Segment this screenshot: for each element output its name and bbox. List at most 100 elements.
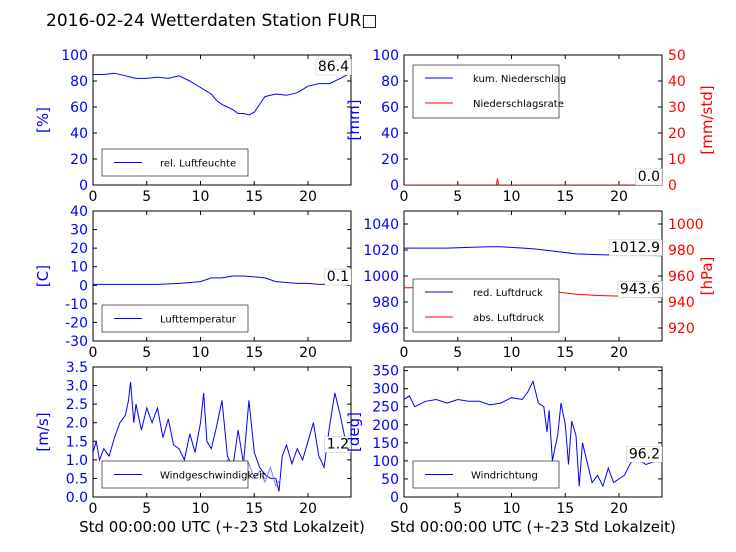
y-tick-label: 40	[70, 126, 88, 142]
y-tick-label: -20	[65, 315, 88, 331]
x-tick-label: 0	[400, 345, 409, 361]
y2-tick-label: 1000	[668, 217, 704, 233]
y2-tick-label: 920	[668, 321, 695, 337]
y-tick-label: 20	[70, 152, 88, 168]
x-tick-label: 5	[142, 189, 151, 205]
y-tick-label: 980	[372, 295, 399, 311]
last-value-box	[324, 436, 352, 453]
x-tick-label: 5	[453, 189, 462, 205]
x-tick-label: 0	[400, 189, 409, 205]
y-tick-label: 80	[70, 74, 88, 90]
series-line	[404, 178, 662, 185]
y-tick-label: 0	[390, 490, 399, 506]
x-tick-label: 10	[192, 345, 210, 361]
legend-label: Windrichtung	[471, 471, 538, 482]
y-tick-label: -10	[65, 297, 88, 313]
y-tick-label: 960	[372, 321, 399, 337]
y-tick-label: 30	[70, 223, 88, 239]
legend-label: Lufttemperatur	[160, 315, 237, 326]
x-tick-label: 0	[89, 189, 98, 205]
x-tick-label: 10	[503, 345, 521, 361]
y2-tick-label: 980	[668, 243, 695, 259]
x-tick-label: 0	[89, 345, 98, 361]
panel-temperature: 0 5 10 15 20 -30 -20 -10 0 10 20 30 40 [C] Lufttempera…	[34, 204, 352, 361]
x-tick-label: 5	[142, 501, 151, 517]
y2-tick-label: 10	[668, 152, 686, 168]
y-tick-label: 1.0	[66, 453, 88, 469]
legend-box	[101, 304, 249, 333]
panel-pressure: 0 5 10 15 20 960 980 1000 1020 1040 920 940 960 980 10…	[363, 210, 716, 361]
last-value-label: 1012.9	[611, 240, 660, 256]
y2-tick-label: 40	[668, 74, 686, 90]
y-tick-label: 1000	[363, 269, 399, 285]
y-tick-label: 350	[372, 364, 399, 380]
y2-tick-label: 50	[668, 48, 686, 64]
x-axis-label-right: Std 00:00:00 UTC (+-23 Std Lokalzeit)	[390, 518, 676, 536]
y-tick-label: 300	[372, 382, 399, 398]
y-tick-label: 250	[372, 400, 399, 416]
x-tick-label: 20	[610, 189, 628, 205]
x-tick-label: 15	[245, 345, 263, 361]
y-tick-label: 50	[381, 472, 399, 488]
legend-label: abs. Luftdruck	[473, 313, 544, 324]
legend-box	[101, 148, 249, 177]
x-tick-label: 10	[192, 501, 210, 517]
y-tick-label: 2.5	[66, 397, 88, 413]
y2-tick-label: 30	[668, 100, 686, 116]
x-tick-label: 5	[453, 501, 462, 517]
x-tick-label: 20	[299, 345, 317, 361]
last-value-box	[635, 168, 663, 186]
x-tick-label: 20	[299, 189, 317, 205]
x-tick-label: 15	[556, 189, 574, 205]
legend-label: rel. Luftfeuchte	[160, 159, 236, 170]
y-tick-label: 1020	[363, 243, 399, 259]
figure-title: 2016-02-24 Wetterdaten Station FUR□	[46, 11, 377, 31]
last-value-label: 96.2	[629, 446, 660, 462]
last-value-label: 0.0	[638, 169, 660, 185]
legend-box	[412, 64, 560, 119]
x-tick-label: 10	[192, 189, 210, 205]
y-tick-label: 100	[372, 454, 399, 470]
last-value-box	[608, 239, 663, 257]
y2-tick-label: 0	[668, 178, 677, 194]
panel-precip: 0 5 10 15 20 0 20 40 60 80 100 0 10 20 30 40 50 [mm] [mm/s…	[345, 48, 716, 205]
series-line	[93, 381, 351, 492]
y-axis-label: [%]	[34, 107, 52, 133]
last-value-label: 1.2	[327, 436, 349, 452]
y-tick-label: 80	[381, 74, 399, 90]
x-tick-label: 20	[610, 345, 628, 361]
y-tick-label: 20	[70, 241, 88, 257]
y-tick-label: 40	[70, 204, 88, 220]
legend-label: kum. Niederschlag	[473, 74, 566, 85]
series-line	[93, 72, 351, 116]
x-tick-label: 5	[453, 345, 462, 361]
y-axis-label: [mm]	[345, 100, 363, 141]
y-tick-label: 100	[61, 48, 88, 64]
last-value-box	[626, 445, 663, 463]
y-tick-label: 0.0	[66, 490, 88, 506]
last-value-label: 943.6	[620, 281, 660, 297]
y-tick-label: -30	[65, 334, 88, 350]
y2-axis-label: [hPa]	[698, 257, 716, 296]
series-line	[404, 379, 662, 488]
y-tick-label: 3.0	[66, 379, 88, 395]
y-tick-label: 10	[70, 260, 88, 276]
y-tick-label: 0	[79, 178, 88, 194]
last-value-box	[617, 281, 663, 298]
last-value-box	[324, 268, 352, 286]
last-value-box	[315, 58, 352, 76]
y-tick-label: 20	[381, 152, 399, 168]
x-tick-label: 5	[142, 345, 151, 361]
y2-axis-label: [mm/std]	[698, 85, 716, 154]
legend-label: Niederschlagsrate	[473, 99, 564, 110]
x-tick-label: 0	[400, 501, 409, 517]
panel-humidity: 0 5 10 15 20 0 20 40 60 80 100 [%] rel. Luftfeuchte 8…	[34, 48, 352, 205]
x-axis-label-left: Std 00:00:00 UTC (+-23 Std Lokalzeit)	[79, 518, 365, 536]
y2-tick-label: 940	[668, 295, 695, 311]
y-axis-label: [C]	[34, 265, 52, 287]
last-value-label: 86.4	[318, 59, 349, 75]
x-tick-label: 15	[556, 345, 574, 361]
y-axis-label: [m/s]	[34, 412, 52, 451]
x-tick-label: 15	[245, 189, 263, 205]
